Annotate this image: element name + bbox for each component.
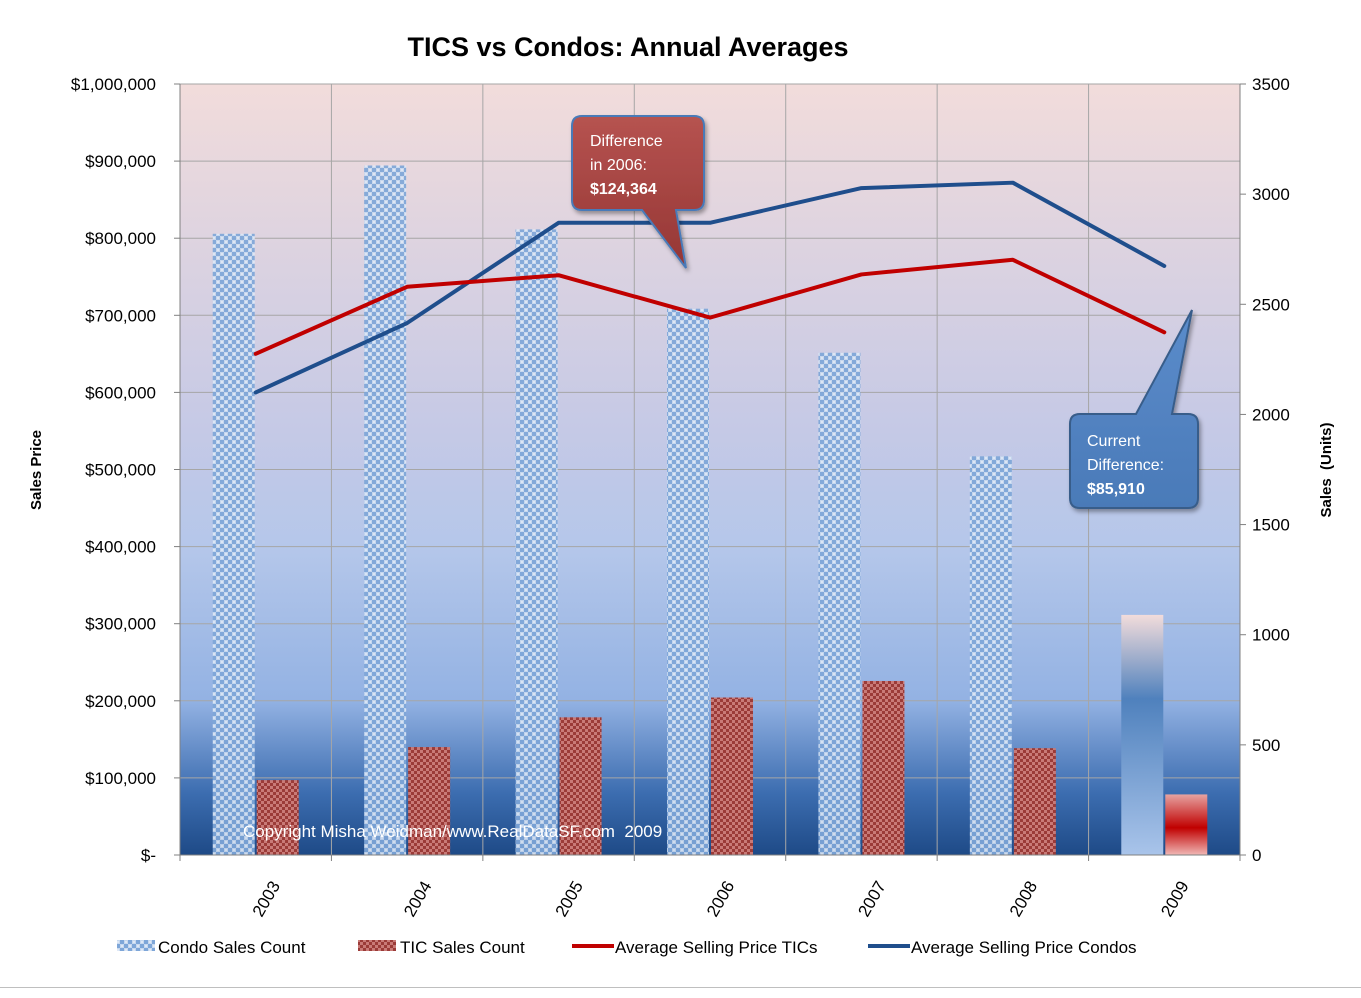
bar-tic-sales-2006	[711, 697, 753, 855]
y-left-tick-label: $700,000	[85, 306, 156, 325]
y-left-tick-label: $-	[141, 846, 156, 865]
y-right-tick-label: 3500	[1252, 75, 1290, 94]
y-left-tick-label: $800,000	[85, 229, 156, 248]
y-left-tick-label: $500,000	[85, 461, 156, 480]
bar-tic-sales-2003	[256, 780, 299, 855]
bar-condo-sales-2006	[667, 308, 709, 856]
bottom-border	[0, 987, 1361, 988]
y-left-tick-label: $1,000,000	[71, 75, 156, 94]
y-left-tick-label: $100,000	[85, 769, 156, 788]
y-right-tick-label: 2000	[1252, 405, 1290, 424]
line-series	[253, 180, 1167, 395]
bar-condo-sales-2008	[969, 456, 1012, 855]
bar-condo-sales-2009	[1121, 614, 1164, 855]
bar-series	[212, 165, 1208, 856]
legend-swatch-condo-sales	[117, 940, 155, 951]
y-right-tick-label: 3000	[1252, 185, 1290, 204]
y-left-tick-label: $600,000	[85, 383, 156, 402]
grid-lines-horizontal	[180, 83, 1240, 779]
y-right-tick-label: 2500	[1252, 295, 1290, 314]
bar-tic-sales-2005	[559, 717, 602, 855]
bar-tic-sales-2009	[1165, 794, 1208, 855]
callout-diff-2006	[571, 115, 705, 269]
x-tick-label: 2007	[854, 878, 889, 920]
x-tick-label: 2006	[703, 878, 738, 920]
y-right-tick-label: 0	[1252, 846, 1261, 865]
legend-label-tic-price: Average Selling Price TICs	[615, 938, 818, 957]
bar-tic-sales-2004	[408, 747, 451, 855]
callout-current-diff	[1069, 309, 1199, 509]
bar-tic-sales-2008	[1013, 748, 1056, 855]
grid-lines-vertical	[330, 84, 1090, 855]
x-tick-label: 2003	[249, 878, 284, 920]
y-right-tick-label: 1500	[1252, 516, 1290, 535]
x-tick-label: 2005	[552, 878, 587, 920]
y-right-tick-label: 1000	[1252, 626, 1290, 645]
y-left-tick-label: $900,000	[85, 152, 156, 171]
legend-swatch-tic-sales	[358, 940, 396, 951]
callout-current-diff-line1: Current	[1087, 433, 1141, 450]
bar-condo-sales-2007	[818, 352, 861, 855]
bar-condo-sales-2005	[515, 229, 558, 856]
watermark: Copyright Misha Weidman/www.RealDataSF.c…	[243, 822, 662, 841]
legend-label-condo-sales: Condo Sales Count	[158, 938, 306, 957]
bar-tic-sales-2007	[862, 680, 905, 855]
x-tick-label: 2008	[1006, 878, 1041, 920]
callout-diff-2006-line2: in 2006:	[590, 157, 647, 174]
legend-label-tic-sales: TIC Sales Count	[400, 938, 525, 957]
callout-current-diff-value: $85,910	[1087, 481, 1145, 498]
legend: Condo Sales Count TIC Sales Count Averag…	[117, 938, 1137, 957]
y-left-label: Sales Price	[28, 430, 45, 510]
chart-title: TICS vs Condos: Annual Averages	[407, 32, 848, 62]
bar-condo-sales-2004	[364, 165, 407, 855]
y-right-label: Sales (Units)	[1318, 422, 1335, 517]
callout-diff-2006-line1: Difference	[590, 133, 663, 150]
y-left-tick-label: $400,000	[85, 538, 156, 557]
y-left-tick-label: $200,000	[85, 692, 156, 711]
y-left-tick-label: $300,000	[85, 615, 156, 634]
legend-label-condo-price: Average Selling Price Condos	[911, 938, 1137, 957]
line-average-selling-price-condos	[253, 180, 1167, 395]
line-average-selling-price-tics	[253, 257, 1167, 356]
bar-condo-sales-2003	[212, 233, 255, 855]
x-tick-label: 2009	[1157, 878, 1192, 920]
callout-current-diff-line2: Difference:	[1087, 457, 1164, 474]
y-right-tick-label: 500	[1252, 736, 1280, 755]
x-tick-label: 2004	[400, 878, 435, 920]
callout-diff-2006-value: $124,364	[590, 181, 657, 198]
